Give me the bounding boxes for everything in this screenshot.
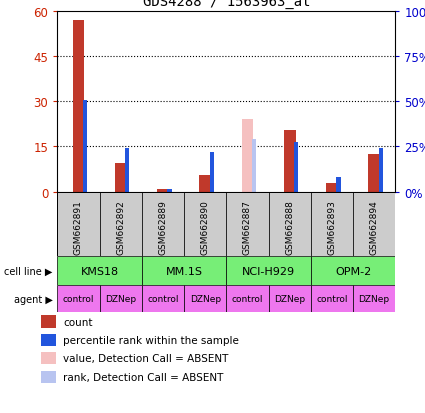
Text: GSM662887: GSM662887: [243, 200, 252, 254]
Bar: [184, 286, 226, 313]
Bar: [83, 101, 87, 192]
Text: DZNep: DZNep: [274, 295, 305, 304]
Bar: [311, 256, 395, 286]
Bar: [125, 149, 129, 192]
Text: KMS18: KMS18: [81, 266, 119, 276]
Bar: [226, 192, 269, 256]
Text: DZNep: DZNep: [190, 295, 221, 304]
Bar: [73, 21, 85, 192]
Bar: [167, 190, 172, 192]
Bar: [326, 183, 338, 192]
Bar: [184, 192, 226, 256]
Bar: [284, 131, 295, 192]
Bar: [311, 286, 353, 313]
Text: control: control: [316, 295, 348, 304]
Bar: [99, 192, 142, 256]
Text: rank, Detection Call = ABSENT: rank, Detection Call = ABSENT: [63, 372, 224, 382]
Bar: [157, 189, 169, 192]
Text: count: count: [63, 317, 93, 327]
Text: DZNep: DZNep: [105, 295, 136, 304]
Bar: [41, 334, 56, 346]
Text: MM.1S: MM.1S: [166, 266, 203, 276]
Text: control: control: [232, 295, 263, 304]
Bar: [115, 164, 127, 192]
Bar: [41, 316, 56, 328]
Bar: [57, 192, 99, 256]
Bar: [353, 192, 395, 256]
Text: GSM662888: GSM662888: [285, 200, 294, 254]
Text: agent ▶: agent ▶: [14, 294, 53, 304]
Bar: [226, 286, 269, 313]
Text: GSM662889: GSM662889: [159, 200, 167, 254]
Text: GSM662893: GSM662893: [327, 200, 337, 254]
Bar: [41, 352, 56, 365]
Text: control: control: [147, 295, 178, 304]
Text: GSM662892: GSM662892: [116, 200, 125, 254]
Text: GSM662891: GSM662891: [74, 200, 83, 254]
Text: value, Detection Call = ABSENT: value, Detection Call = ABSENT: [63, 354, 229, 363]
Bar: [199, 176, 211, 192]
Bar: [294, 142, 298, 192]
Bar: [241, 120, 253, 192]
Bar: [57, 256, 142, 286]
Text: cell line ▶: cell line ▶: [4, 266, 53, 276]
Text: control: control: [63, 295, 94, 304]
Text: GSM662890: GSM662890: [201, 200, 210, 254]
Bar: [269, 286, 311, 313]
Bar: [210, 153, 214, 192]
Text: OPM-2: OPM-2: [335, 266, 371, 276]
Bar: [336, 177, 340, 192]
Bar: [57, 286, 99, 313]
Bar: [142, 256, 226, 286]
Bar: [99, 286, 142, 313]
Bar: [353, 286, 395, 313]
Bar: [368, 154, 380, 192]
Bar: [41, 371, 56, 383]
Text: NCI-H929: NCI-H929: [242, 266, 295, 276]
Text: percentile rank within the sample: percentile rank within the sample: [63, 335, 239, 345]
Bar: [142, 192, 184, 256]
Text: DZNep: DZNep: [359, 295, 390, 304]
Bar: [226, 256, 311, 286]
Bar: [379, 149, 383, 192]
Title: GDS4288 / 1563963_at: GDS4288 / 1563963_at: [142, 0, 310, 9]
Bar: [311, 192, 353, 256]
Text: GSM662894: GSM662894: [370, 200, 379, 254]
Bar: [142, 286, 184, 313]
Bar: [252, 140, 256, 192]
Bar: [269, 192, 311, 256]
